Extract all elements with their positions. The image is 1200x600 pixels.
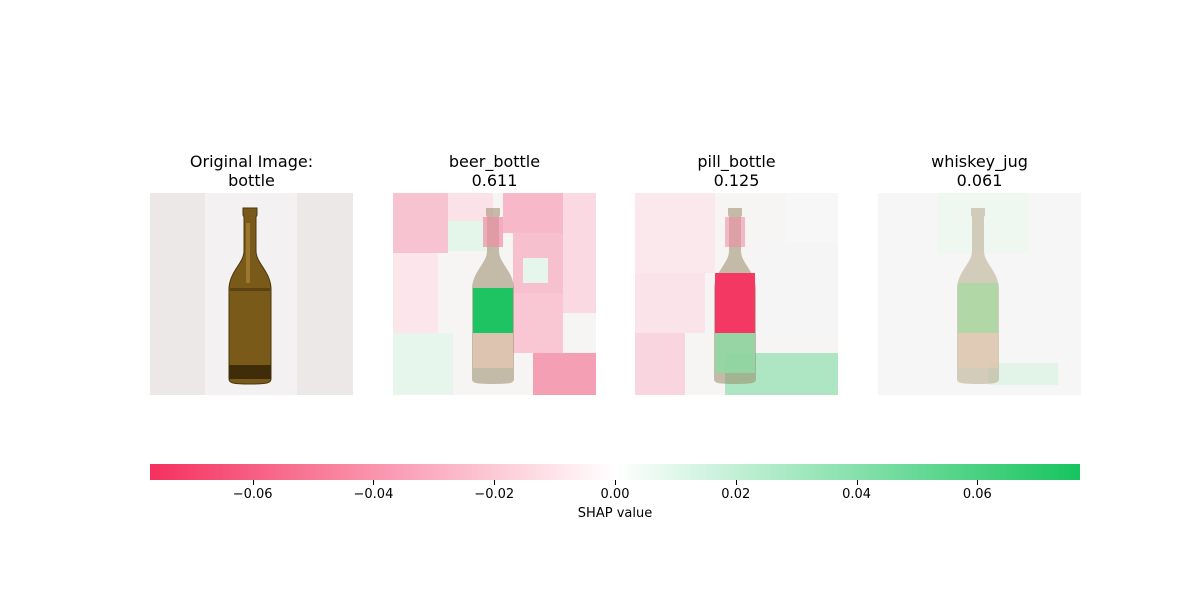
colorbar-tick-label: 0.00 <box>600 487 630 502</box>
colorbar-tick-mark <box>856 480 858 485</box>
panel-title-original: Original Image: bottle <box>189 152 314 190</box>
colorbar-label: SHAP value <box>577 506 653 521</box>
colorbar-tick-mark <box>494 480 496 485</box>
colorbar-tick-mark <box>977 480 979 485</box>
shap-map-pill-bottle <box>635 193 838 395</box>
colorbar-tick-mark <box>615 480 616 485</box>
bottle-icon <box>228 207 272 385</box>
panel-title-whiskey-jug: whiskey_jug 0.061 <box>931 152 1028 190</box>
colorbar-tick-label: 0.02 <box>721 487 751 502</box>
shap-map-whiskey-jug <box>878 193 1081 395</box>
shap-map-beer-bottle <box>393 193 596 395</box>
colorbar-tick-label: −0.06 <box>232 487 273 502</box>
colorbar-tick-mark <box>252 480 254 485</box>
colorbar-tick-mark <box>373 480 375 485</box>
original-image <box>150 193 353 395</box>
panel-title-beer-bottle: beer_bottle 0.611 <box>448 152 541 190</box>
colorbar-tick-label: 0.04 <box>842 487 872 502</box>
colorbar-tick-label: −0.04 <box>353 487 394 502</box>
panel-title-pill-bottle: pill_bottle 0.125 <box>697 152 776 190</box>
colorbar-ticks: −0.06 −0.04 −0.02 0.00 0.02 0.04 0.06 <box>150 480 1080 510</box>
colorbar-tick-label: −0.02 <box>474 487 515 502</box>
shap-colorbar <box>150 464 1080 480</box>
colorbar-tick-mark <box>735 480 737 485</box>
colorbar-tick-label: 0.06 <box>962 487 992 502</box>
